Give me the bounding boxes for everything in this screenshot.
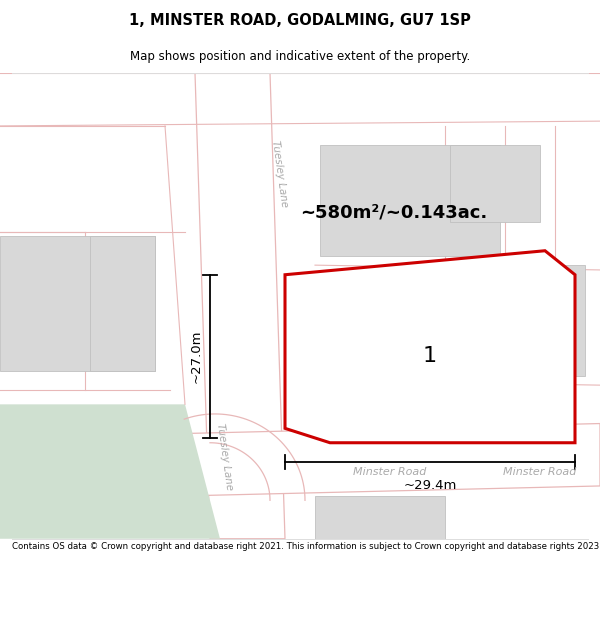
- Text: Tuesley Lane: Tuesley Lane: [271, 140, 290, 208]
- Polygon shape: [355, 304, 510, 409]
- Polygon shape: [450, 145, 540, 222]
- Text: Contains OS data © Crown copyright and database right 2021. This information is : Contains OS data © Crown copyright and d…: [12, 542, 600, 551]
- Polygon shape: [320, 145, 500, 256]
- Polygon shape: [285, 251, 575, 442]
- Text: Minster Road: Minster Road: [353, 466, 427, 476]
- Polygon shape: [510, 265, 585, 376]
- Text: ~580m²/~0.143ac.: ~580m²/~0.143ac.: [300, 203, 487, 221]
- Text: Map shows position and indicative extent of the property.: Map shows position and indicative extent…: [130, 49, 470, 62]
- Text: 1, MINSTER ROAD, GODALMING, GU7 1SP: 1, MINSTER ROAD, GODALMING, GU7 1SP: [129, 12, 471, 28]
- Polygon shape: [195, 73, 285, 539]
- Text: Minster Road: Minster Road: [503, 466, 577, 476]
- Text: 1: 1: [423, 346, 437, 366]
- Polygon shape: [315, 496, 445, 539]
- Text: Tuesley Lane: Tuesley Lane: [215, 423, 235, 491]
- Polygon shape: [90, 236, 155, 371]
- Text: ~29.4m: ~29.4m: [403, 479, 457, 492]
- Polygon shape: [0, 404, 220, 539]
- Polygon shape: [0, 424, 600, 501]
- Text: ~27.0m: ~27.0m: [190, 329, 203, 383]
- Polygon shape: [0, 236, 155, 371]
